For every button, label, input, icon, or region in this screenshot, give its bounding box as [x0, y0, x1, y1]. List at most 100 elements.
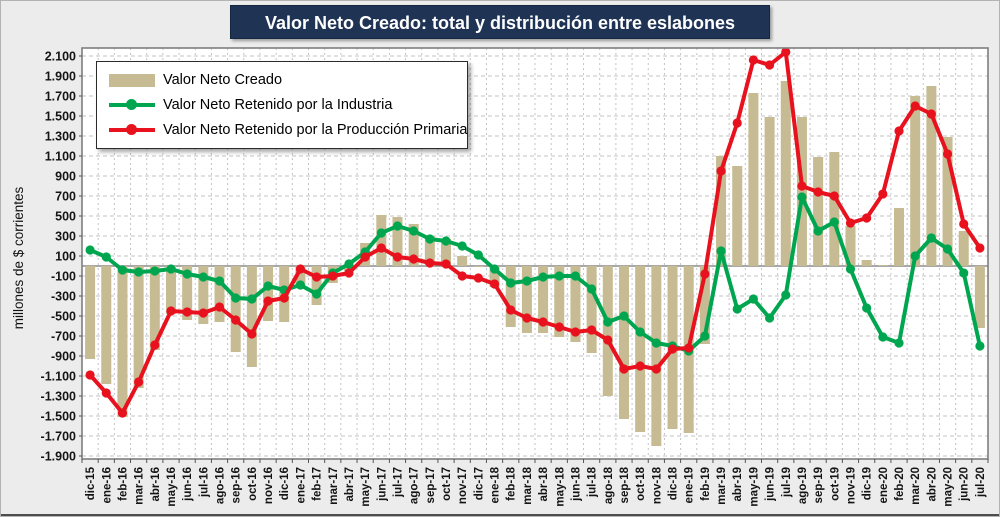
marker	[344, 268, 354, 278]
marker	[716, 166, 726, 176]
marker	[231, 315, 241, 325]
svg-text:dic-19: dic-19	[862, 467, 874, 500]
marker	[862, 303, 872, 313]
marker	[263, 281, 273, 291]
chart-title: Valor Neto Creado: total y distribución …	[230, 5, 770, 39]
marker	[910, 101, 920, 111]
marker	[376, 228, 386, 238]
marker	[198, 308, 208, 318]
marker	[797, 192, 807, 202]
marker	[619, 311, 629, 321]
marker	[425, 234, 435, 244]
svg-text:900: 900	[55, 170, 76, 184]
bar	[748, 93, 759, 266]
marker	[489, 264, 500, 274]
svg-text:ago-19: ago-19	[797, 467, 809, 504]
svg-text:feb-17: feb-17	[312, 467, 324, 501]
svg-text:jun-18: jun-18	[570, 466, 582, 501]
bar	[602, 266, 613, 396]
bar	[214, 266, 225, 322]
marker	[554, 271, 564, 281]
svg-text:may-19: may-19	[748, 467, 760, 507]
marker	[295, 280, 306, 290]
svg-text:ago-17: ago-17	[409, 467, 421, 504]
bar	[311, 266, 322, 305]
marker	[198, 272, 208, 282]
svg-text:jul-20: jul-20	[975, 467, 987, 498]
marker	[311, 272, 322, 282]
marker	[635, 327, 645, 337]
marker	[651, 364, 661, 374]
bar	[570, 266, 581, 342]
svg-text:mar-17: mar-17	[328, 467, 340, 505]
svg-text:1.100: 1.100	[45, 150, 76, 164]
marker	[295, 264, 306, 274]
bar	[586, 266, 597, 353]
svg-text:ene-17: ene-17	[295, 467, 307, 503]
bar	[877, 265, 888, 266]
svg-text:may-18: may-18	[554, 466, 566, 506]
bar-swatch-icon	[109, 73, 155, 87]
legend-label: Valor Neto Retenido por la Producción Pr…	[163, 121, 468, 138]
svg-text:feb-16: feb-16	[117, 467, 129, 501]
bar	[149, 266, 160, 350]
marker	[409, 226, 419, 236]
marker	[231, 293, 241, 303]
svg-text:sep-16: sep-16	[231, 467, 243, 503]
svg-text:ene-18: ene-18	[490, 466, 502, 503]
bar	[699, 266, 710, 344]
svg-text:feb-20: feb-20	[894, 467, 906, 501]
svg-text:dic-16: dic-16	[279, 467, 291, 500]
svg-text:300: 300	[55, 230, 76, 244]
svg-text:may-17: may-17	[360, 467, 372, 507]
marker	[344, 259, 354, 269]
bar	[618, 266, 629, 419]
svg-text:abr-17: abr-17	[344, 467, 356, 502]
chart-legend: Valor Neto Creado Valor Neto Retenido po…	[96, 61, 468, 149]
bar	[246, 266, 257, 367]
bar	[295, 266, 306, 288]
marker	[522, 313, 532, 323]
marker	[101, 388, 111, 398]
marker	[764, 60, 775, 70]
svg-text:may-20: may-20	[943, 467, 955, 507]
marker	[942, 149, 953, 159]
bar	[521, 266, 532, 333]
y-tick-labels: -1.900 -1.700 -1.500 -1.300 -1.100 -900 -700 -5…	[41, 50, 82, 464]
marker	[732, 304, 742, 314]
svg-text:feb-18: feb-18	[506, 466, 518, 500]
marker	[182, 269, 192, 279]
marker	[182, 307, 192, 317]
svg-text:ago-16: ago-16	[215, 467, 227, 504]
svg-text:jul-19: jul-19	[781, 467, 793, 498]
svg-text:abr-19: abr-19	[732, 467, 744, 502]
marker	[134, 377, 144, 387]
bar	[408, 224, 419, 266]
red-line-swatch-icon	[109, 123, 155, 137]
svg-text:mar-19: mar-19	[716, 467, 728, 505]
bar	[554, 266, 565, 337]
marker	[247, 329, 257, 339]
marker	[813, 226, 823, 236]
marker	[134, 267, 144, 277]
window-bottom-edge	[1, 514, 999, 516]
green-line-swatch-icon	[109, 98, 155, 112]
bar	[117, 266, 128, 417]
bar	[635, 266, 646, 432]
bar	[376, 215, 387, 266]
marker	[457, 241, 467, 251]
marker	[279, 293, 289, 303]
marker	[311, 289, 322, 299]
bar	[813, 157, 824, 266]
marker	[392, 221, 403, 231]
marker	[587, 325, 597, 335]
bar	[796, 117, 807, 266]
marker	[635, 361, 645, 371]
series-industria-line	[85, 192, 985, 356]
svg-text:ene-16: ene-16	[101, 467, 113, 503]
marker	[829, 217, 839, 227]
svg-text:dic-15: dic-15	[85, 466, 97, 500]
marker	[457, 271, 467, 281]
svg-text:nov-19: nov-19	[845, 467, 857, 504]
